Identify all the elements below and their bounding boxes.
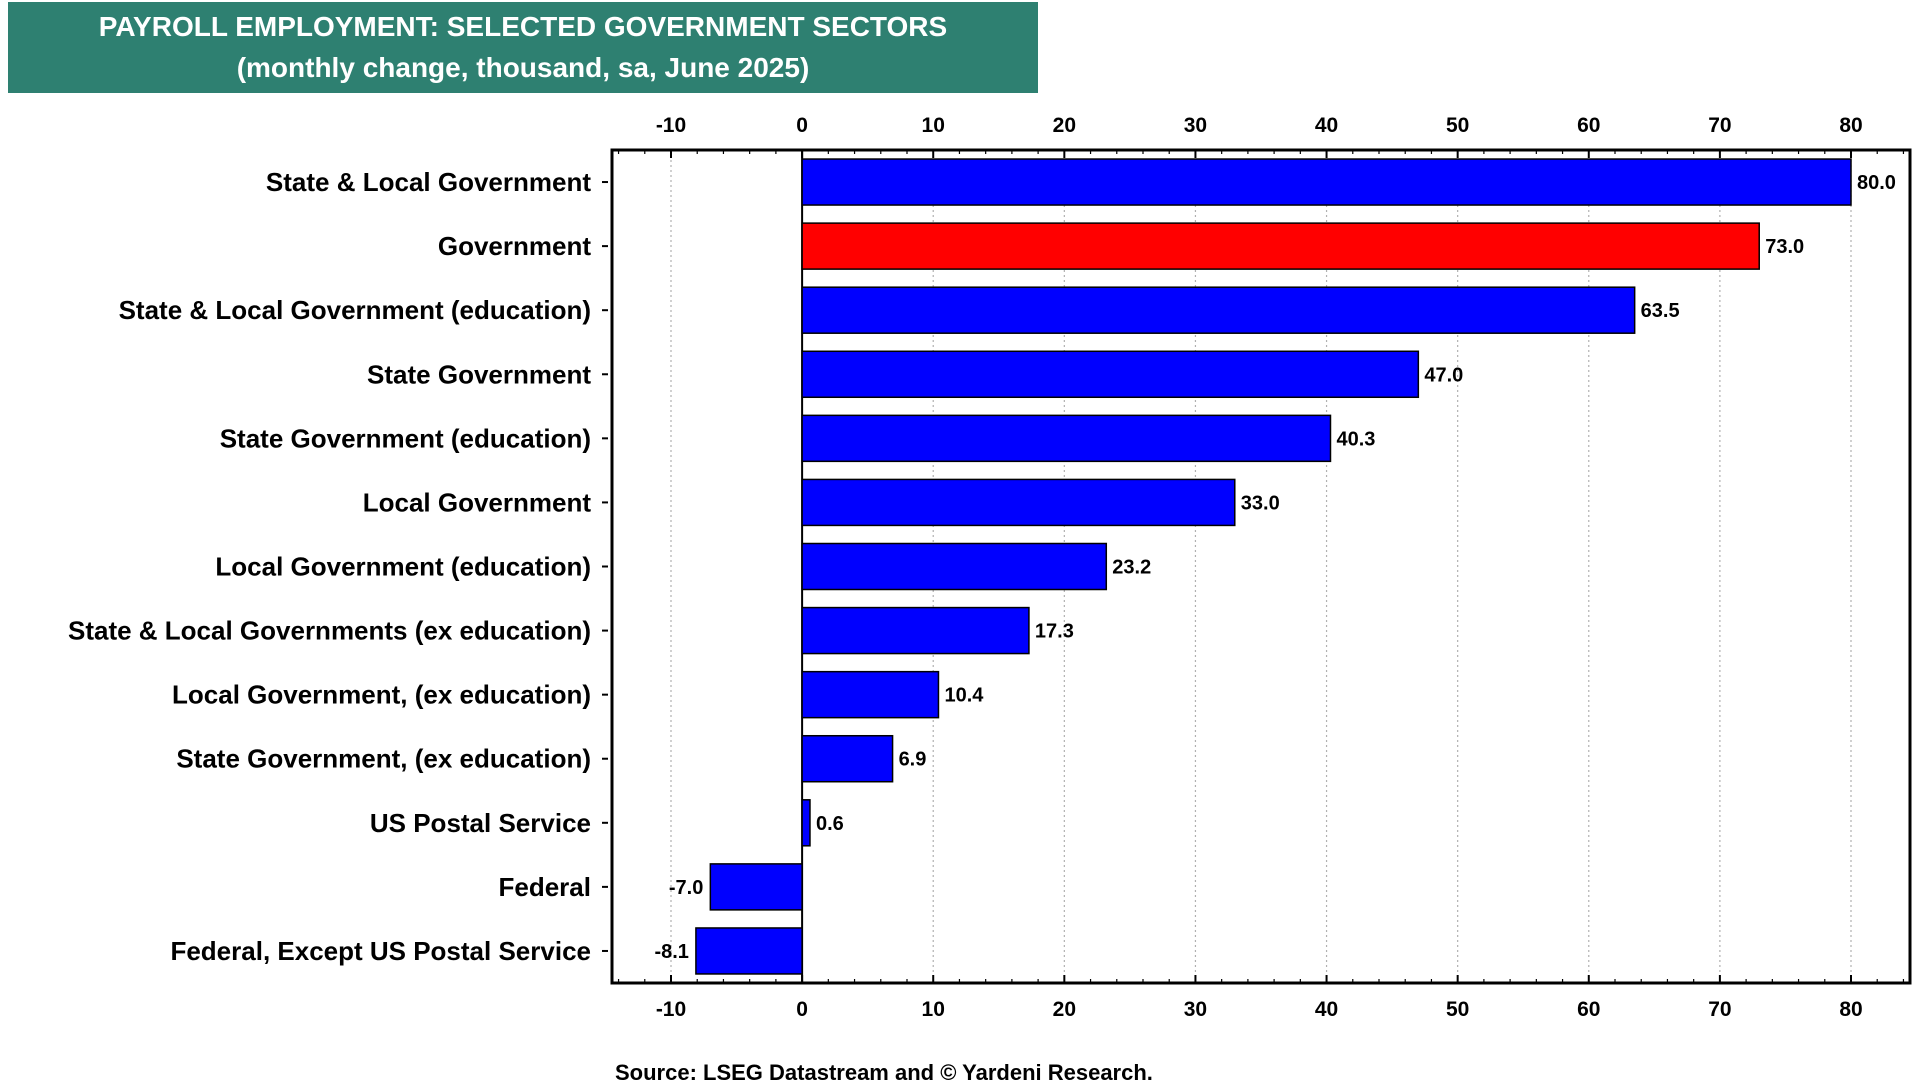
bar (801, 542, 1108, 591)
x-tick-label-top: 80 (1839, 114, 1862, 137)
bar (801, 670, 940, 719)
x-tick-label-top: 70 (1708, 114, 1731, 137)
bar (801, 158, 1852, 206)
bar (709, 863, 803, 911)
x-tick-label-top: 60 (1577, 114, 1600, 137)
category-label: State Government, (ex education) (176, 744, 591, 774)
category-label: State Government (367, 359, 591, 389)
x-tick-label-bottom: 70 (1708, 998, 1731, 1021)
data-label: 23.2 (1112, 557, 1151, 579)
x-tick-label-bottom: -10 (656, 998, 686, 1021)
x-tick-label-bottom: 20 (1053, 998, 1076, 1021)
x-tick-label-bottom: 80 (1839, 998, 1862, 1021)
category-label: Local Government, (ex education) (172, 680, 591, 710)
category-label: US Postal Service (370, 808, 591, 838)
bar (801, 286, 1636, 334)
category-labels: State & Local Government Government State … (68, 167, 608, 966)
x-tick-label-top: -10 (656, 114, 686, 137)
data-label: 40.3 (1336, 428, 1375, 450)
value-labels: 80.0 73.0 63.5 47.0 40.3 33.0 23.2 17.3 10.4 6.9 0… (654, 172, 1895, 963)
data-label: 6.9 (899, 749, 927, 771)
category-label: State & Local Government (education) (119, 295, 591, 325)
x-tick-label-bottom: 30 (1184, 998, 1207, 1021)
bar (801, 799, 811, 847)
bar (801, 350, 1420, 399)
category-label: Local Government (education) (215, 552, 591, 582)
bar (801, 734, 894, 783)
data-label: -7.0 (669, 877, 703, 899)
x-tick-label-top: 50 (1446, 114, 1469, 137)
bar (801, 478, 1236, 527)
bar (801, 606, 1030, 655)
bar (695, 927, 803, 975)
data-label: -8.1 (654, 941, 688, 963)
data-label: 47.0 (1424, 364, 1463, 386)
x-tick-label-top: 0 (796, 114, 808, 137)
x-tick-label-bottom: 60 (1577, 998, 1600, 1021)
plot-frame (610, 148, 1912, 985)
data-label: 0.6 (816, 813, 844, 835)
chart-subtitle: (monthly change, thousand, sa, June 2025… (236, 52, 810, 83)
data-label: 63.5 (1641, 300, 1680, 322)
x-axis-bottom: -10 0 10 20 30 40 50 60 70 80 (617, 975, 1905, 1021)
data-label: 73.0 (1765, 236, 1804, 258)
x-axis-top: -10 0 10 20 30 40 50 60 70 80 (617, 114, 1905, 158)
category-label: Local Government (363, 487, 592, 517)
x-tick-label-bottom: 10 (922, 998, 945, 1021)
data-label: 80.0 (1857, 172, 1896, 194)
category-label: Federal, Except US Postal Service (170, 936, 591, 966)
category-label: State Government (education) (220, 423, 591, 453)
data-label: 33.0 (1241, 492, 1280, 514)
x-tick-label-top: 30 (1184, 114, 1207, 137)
category-label: Government (438, 231, 591, 261)
x-tick-label-top: 10 (922, 114, 945, 137)
x-tick-label-top: 20 (1053, 114, 1076, 137)
category-label: State & Local Government (266, 167, 591, 197)
data-label: 10.4 (944, 685, 984, 707)
chart-title: PAYROLL EMPLOYMENT: SELECTED GOVERNMENT … (98, 11, 948, 42)
x-tick-label-bottom: 0 (796, 998, 808, 1021)
x-tick-label-top: 40 (1315, 114, 1338, 137)
chart-title-box: PAYROLL EMPLOYMENT: SELECTED GOVERNMENT … (8, 2, 1038, 93)
bar (801, 222, 1760, 270)
data-label: 17.3 (1035, 621, 1074, 643)
source-note: Source: LSEG Datastream and © Yardeni Re… (615, 1060, 1153, 1085)
category-label: Federal (499, 872, 592, 902)
x-tick-label-bottom: 50 (1446, 998, 1469, 1021)
bars (695, 158, 1852, 975)
category-label: State & Local Governments (ex education) (68, 616, 591, 646)
x-tick-label-bottom: 40 (1315, 998, 1338, 1021)
bar (801, 414, 1332, 463)
